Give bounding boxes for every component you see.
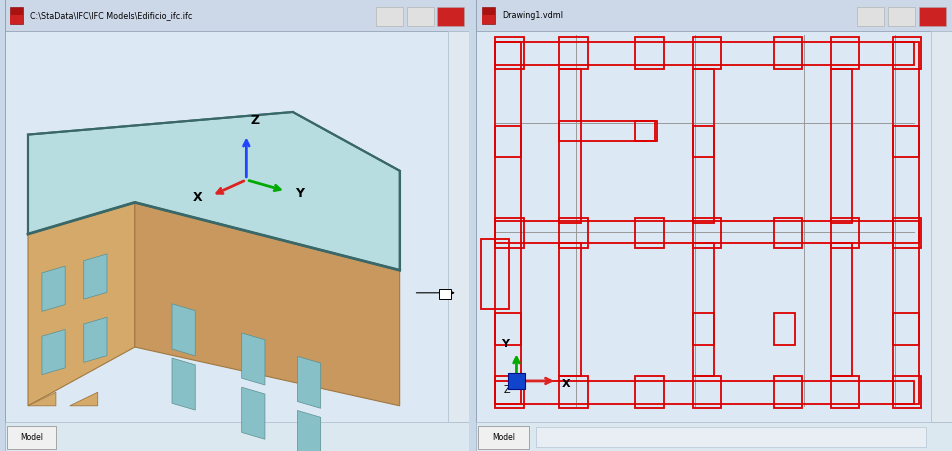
Polygon shape	[172, 358, 195, 410]
Polygon shape	[242, 333, 265, 385]
Bar	[407, 8, 433, 27]
Bar	[481, 239, 509, 309]
Text: Y: Y	[501, 338, 509, 348]
Text: X: X	[562, 378, 570, 388]
Bar	[830, 219, 859, 248]
Bar	[930, 32, 952, 422]
Bar	[830, 70, 852, 223]
Bar	[559, 122, 655, 142]
Bar	[773, 38, 802, 70]
Bar	[693, 377, 722, 408]
Bar	[893, 313, 919, 345]
Polygon shape	[42, 267, 65, 312]
Text: Model: Model	[20, 432, 43, 441]
Bar	[376, 8, 404, 27]
Polygon shape	[28, 203, 135, 406]
Polygon shape	[69, 392, 98, 406]
Bar	[636, 377, 664, 408]
Bar	[893, 126, 919, 158]
Polygon shape	[84, 254, 107, 299]
Polygon shape	[42, 330, 65, 375]
Text: Z: Z	[251, 114, 260, 127]
Bar	[437, 8, 464, 27]
Bar	[482, 16, 495, 25]
Polygon shape	[297, 410, 321, 451]
Bar	[893, 38, 922, 70]
Bar	[773, 219, 802, 248]
Text: C:\StaData\IFC\IFC Models\Edificio_ifc.ifc: C:\StaData\IFC\IFC Models\Edificio_ifc.i…	[30, 11, 192, 20]
Bar	[830, 244, 852, 377]
Bar	[830, 377, 859, 408]
Bar	[693, 244, 714, 377]
Bar	[495, 381, 914, 404]
Bar	[887, 8, 916, 27]
Bar	[773, 313, 795, 345]
Bar	[893, 43, 919, 404]
Bar	[495, 313, 522, 345]
Bar	[495, 43, 522, 404]
Bar	[482, 8, 495, 25]
Polygon shape	[135, 203, 400, 406]
Bar	[448, 32, 469, 422]
Bar	[773, 377, 802, 408]
Bar	[495, 222, 919, 244]
Bar	[508, 373, 526, 389]
Bar	[693, 38, 722, 70]
Bar	[893, 219, 922, 248]
Bar	[10, 16, 24, 25]
Bar	[919, 8, 946, 27]
Bar	[495, 219, 524, 248]
Polygon shape	[28, 113, 400, 271]
Text: X: X	[193, 191, 203, 204]
Bar	[10, 8, 24, 25]
Bar	[5, 422, 469, 451]
Bar	[476, 0, 952, 32]
Bar	[495, 377, 524, 408]
Bar	[439, 289, 450, 299]
Bar	[495, 43, 914, 65]
Text: Drawing1.vdml: Drawing1.vdml	[503, 11, 564, 20]
Bar	[636, 122, 657, 142]
Bar	[495, 126, 522, 158]
Bar	[893, 377, 922, 408]
Bar	[693, 313, 714, 345]
Bar	[636, 38, 664, 70]
Polygon shape	[297, 356, 321, 409]
Bar	[693, 219, 722, 248]
Bar	[535, 427, 925, 447]
Bar	[559, 244, 581, 377]
Bar	[857, 8, 884, 27]
Text: Y: Y	[295, 186, 304, 199]
FancyBboxPatch shape	[7, 426, 56, 449]
Text: Model: Model	[492, 432, 515, 441]
Polygon shape	[172, 304, 195, 356]
Bar	[559, 377, 587, 408]
Bar	[559, 38, 587, 70]
Polygon shape	[242, 387, 265, 439]
Text: Z: Z	[503, 384, 509, 394]
Polygon shape	[84, 318, 107, 363]
Polygon shape	[28, 392, 56, 406]
Bar	[5, 0, 469, 32]
FancyBboxPatch shape	[478, 426, 529, 449]
Bar	[693, 70, 714, 223]
Bar	[693, 126, 714, 158]
Bar	[830, 38, 859, 70]
Bar	[476, 422, 952, 451]
Bar	[495, 38, 524, 70]
Bar	[636, 219, 664, 248]
Bar	[559, 219, 587, 248]
Bar	[559, 70, 581, 223]
